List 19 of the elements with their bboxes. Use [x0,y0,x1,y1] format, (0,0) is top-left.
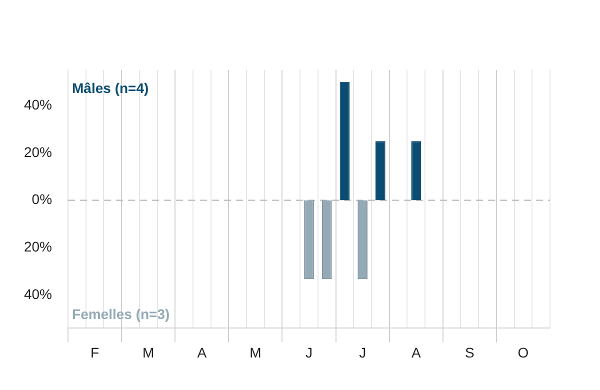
y-tick-label: 40% [24,286,52,302]
bar [411,141,422,200]
x-tick-label: A [411,344,422,360]
x-tick-label: S [465,344,474,360]
x-tick-label: M [250,344,262,360]
y-tick-label: 20% [24,144,52,160]
y-tick-label: 20% [24,238,52,255]
y-tick-label: 40% [24,96,52,112]
x-tick-label: F [90,344,100,360]
x-tick-label: O [518,344,529,360]
y-tick-label: 0% [32,191,52,208]
text: Femelles (n=3) [72,306,170,322]
bar [376,141,386,200]
bar [340,82,350,200]
text: Mâles (n=4) [72,80,149,96]
x-tick-label: A [197,344,208,360]
x-tick-label: M [142,344,154,360]
x-tick-label: J [359,344,366,360]
x-tick-label: J [306,344,313,360]
